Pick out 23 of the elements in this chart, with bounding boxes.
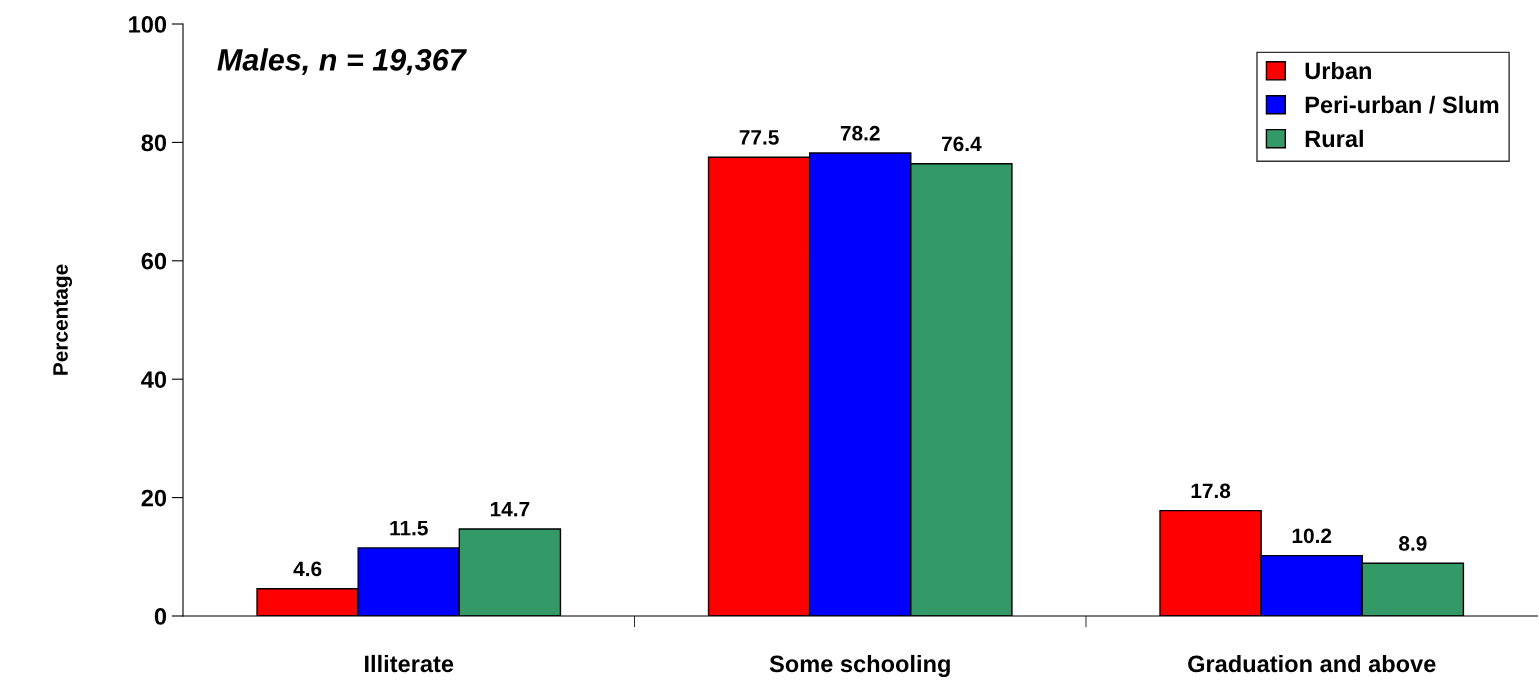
y-tick-label: 20 (141, 489, 167, 507)
data-label: 78.2 (840, 125, 880, 141)
data-label: 77.5 (739, 130, 779, 145)
data-label: 4.6 (293, 561, 322, 577)
data-label: 8.9 (1399, 536, 1427, 551)
y-tick-label: 0 (154, 608, 167, 625)
data-label: 14.7 (490, 501, 530, 517)
legend-label: Urban (1305, 61, 1371, 80)
data-label: 76.4 (941, 136, 982, 152)
y-axis-title: Percentage (53, 264, 73, 375)
annotation: Males, n = 19,367 (217, 48, 467, 76)
x-tick-label: Illiterate (365, 654, 454, 673)
data-label: 10.2 (1292, 528, 1332, 544)
legend-label: Peri-urban / Slum (1305, 95, 1499, 114)
data-label: 11.5 (390, 520, 428, 536)
data-label: 17.8 (1191, 483, 1231, 499)
y-tick-label: 40 (141, 371, 167, 388)
legend-label: Rural (1305, 129, 1363, 148)
y-tick-label: 60 (141, 252, 167, 270)
y-tick-label: 100 (129, 16, 167, 33)
y-tick-label: 80 (141, 134, 167, 152)
x-tick-label: Graduation and above (1188, 654, 1436, 673)
x-tick-label: Some schooling (769, 654, 950, 677)
